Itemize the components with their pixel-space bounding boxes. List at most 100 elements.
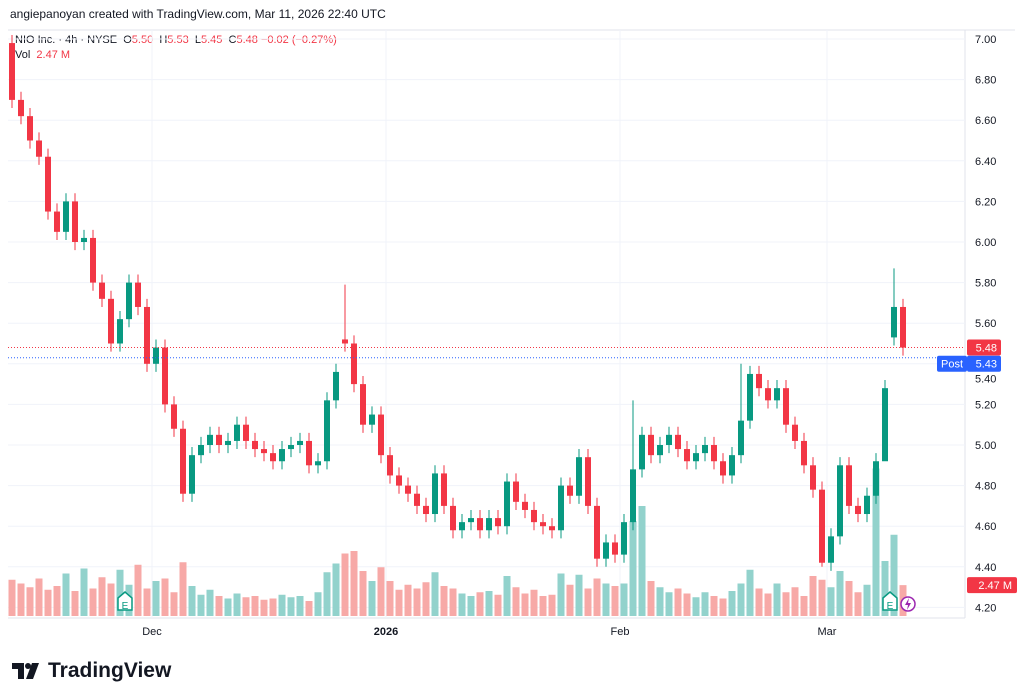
volume-tag xyxy=(967,577,1017,594)
volume-bar xyxy=(71,591,79,616)
candle-body xyxy=(81,237,87,242)
price-chart[interactable]: 7.00 6.80 6.60 6.40 6.20 6.00 5.80 5.60 5.40 5.20… xyxy=(0,0,1024,650)
volume-bar xyxy=(845,581,853,616)
x-tick-label: Mar xyxy=(818,626,837,638)
candle-body xyxy=(135,282,141,307)
volume-bar xyxy=(809,576,817,616)
volume-bar xyxy=(62,573,70,616)
volume-bar xyxy=(665,592,673,616)
candle-body xyxy=(522,501,528,510)
candle-body xyxy=(423,505,429,515)
volume-bar xyxy=(800,596,808,616)
volume-bar xyxy=(224,598,232,616)
volume-bar xyxy=(89,588,97,616)
volume-bar xyxy=(782,592,790,616)
volume-bar xyxy=(179,562,187,616)
volume-bar xyxy=(197,594,205,616)
volume-bar xyxy=(305,601,313,616)
volume-bar xyxy=(485,591,493,616)
volume-bar xyxy=(530,589,538,616)
candle-body xyxy=(432,473,438,515)
volume-label: Vol xyxy=(15,49,31,61)
volume-bar xyxy=(323,572,331,616)
candle-body xyxy=(405,485,411,494)
volume-bar xyxy=(170,592,178,616)
close-value: 5.48 xyxy=(236,34,258,46)
volume-bar xyxy=(575,574,583,616)
volume-bar xyxy=(260,599,268,616)
volume-bar xyxy=(503,576,511,616)
candle-body xyxy=(225,440,231,445)
volume-bar xyxy=(368,581,376,616)
candle-body xyxy=(558,485,564,531)
volume-bar xyxy=(620,583,628,616)
volume-bar xyxy=(701,592,709,616)
y-tick-label: 5.80 xyxy=(975,278,996,290)
volume-bar xyxy=(467,596,475,616)
volume-bar xyxy=(296,596,304,616)
candle-body xyxy=(261,449,267,454)
candle-body xyxy=(216,434,222,445)
post-price-tag xyxy=(967,355,1001,372)
candle-body xyxy=(765,388,771,401)
candle-body xyxy=(648,434,654,456)
volume-bar xyxy=(404,584,412,616)
volume-bar xyxy=(548,594,556,616)
post-tag xyxy=(937,355,967,372)
candle-body xyxy=(657,445,663,456)
candle-body xyxy=(783,388,789,425)
candle-body xyxy=(810,465,816,490)
volume-bar xyxy=(629,521,637,616)
symbol-title[interactable]: NIO Inc. · 4h · NYSE xyxy=(15,34,118,46)
candle-body xyxy=(162,347,168,405)
candle-body xyxy=(693,453,699,462)
volume-bar xyxy=(80,568,88,616)
close-label: C xyxy=(228,34,237,46)
volume-bar xyxy=(98,577,106,616)
candle-body xyxy=(837,465,843,537)
volume-bar xyxy=(593,578,601,616)
candle-body xyxy=(144,306,150,364)
candle-body xyxy=(207,434,213,445)
volume-bar xyxy=(53,586,61,616)
volume-bar xyxy=(683,593,691,616)
volume-bar xyxy=(719,598,727,616)
y-tick-label: 5.60 xyxy=(975,318,996,330)
candle-body xyxy=(324,400,330,462)
volume-bar xyxy=(764,593,772,616)
volume-bar xyxy=(881,561,889,616)
candle-body xyxy=(252,440,258,450)
candle-body xyxy=(738,420,744,456)
candle-body xyxy=(288,445,294,450)
volume-bar xyxy=(539,596,547,616)
volume-bar xyxy=(332,563,340,616)
volume-bar xyxy=(242,597,250,616)
candle-body xyxy=(891,306,897,338)
volume-bar xyxy=(728,591,736,616)
candle-body xyxy=(171,404,177,429)
volume-bar xyxy=(638,506,646,616)
high-label: H xyxy=(159,34,168,46)
volume-bar xyxy=(440,586,448,616)
volume-bar xyxy=(566,584,574,616)
volume-bar xyxy=(26,587,34,616)
earnings-marker-icon xyxy=(882,591,898,611)
candle-body xyxy=(828,536,834,563)
open-label: O xyxy=(123,34,132,46)
volume-bar xyxy=(449,588,457,616)
y-tick-label: 6.80 xyxy=(975,75,996,87)
candle-body xyxy=(369,414,375,425)
candle-body xyxy=(666,434,672,445)
candle-body xyxy=(9,43,15,100)
candle-body xyxy=(513,481,519,502)
chart-credit: angiepanoyan created with TradingView.co… xyxy=(10,7,386,21)
volume-bar xyxy=(458,593,466,616)
volume-bar xyxy=(647,581,655,616)
volume-bar xyxy=(269,598,277,616)
volume-bar xyxy=(476,592,484,616)
candle-body xyxy=(900,306,906,348)
candle-body xyxy=(450,505,456,531)
volume-bar xyxy=(755,588,763,616)
volume-bar xyxy=(584,588,592,616)
volume-bar xyxy=(251,596,259,616)
